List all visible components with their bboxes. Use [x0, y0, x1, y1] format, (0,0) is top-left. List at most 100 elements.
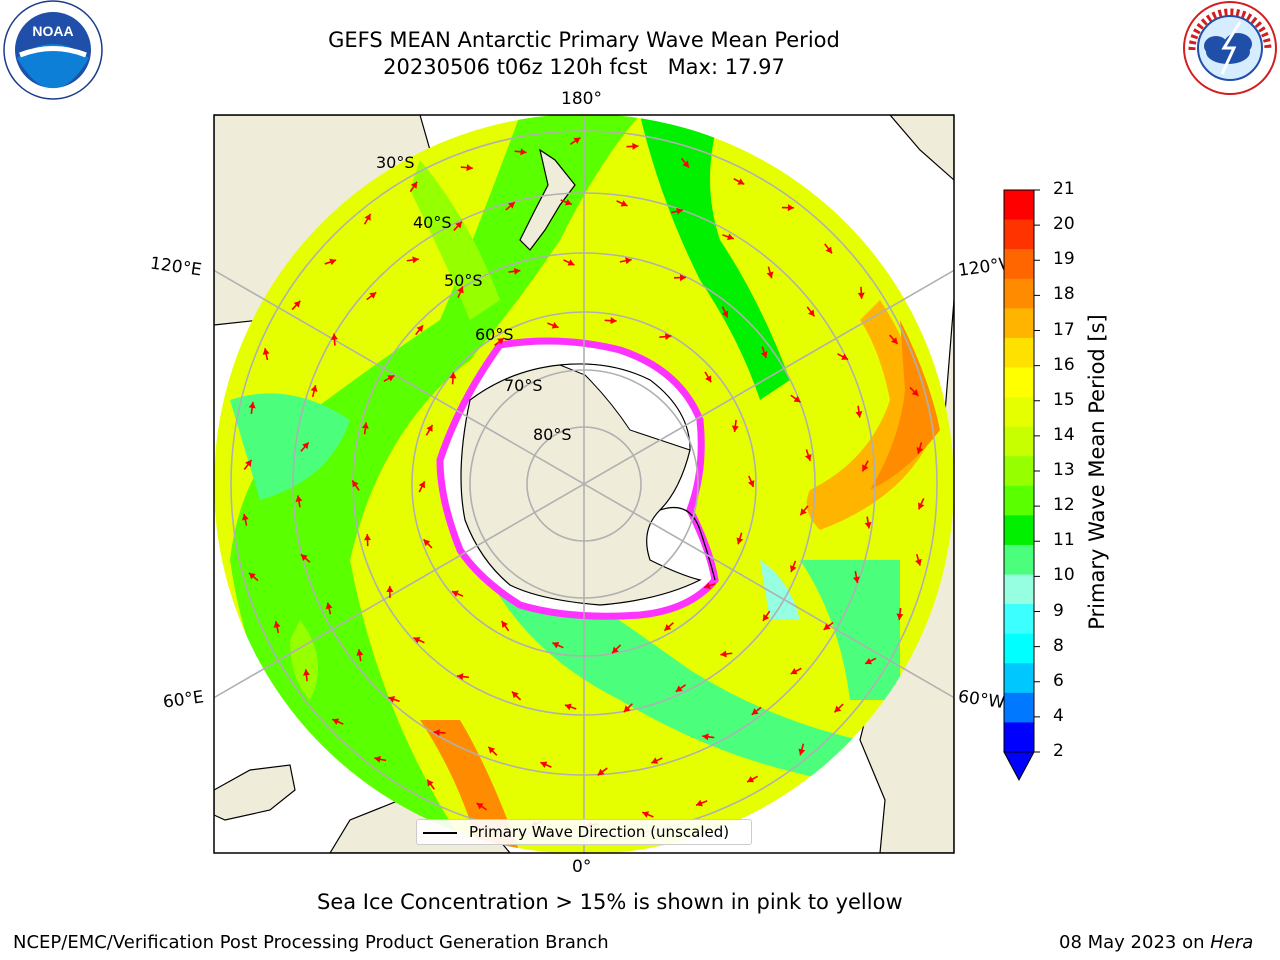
colorbar-tick-label: 18 — [1053, 284, 1075, 305]
vector-arrowhead — [418, 481, 426, 489]
vector-arrowhead — [293, 300, 301, 308]
vector-arrowhead — [573, 137, 581, 144]
colorbar-swatch — [1004, 633, 1034, 664]
longitude-line — [214, 269, 954, 699]
vector-arrowhead — [857, 292, 865, 299]
vector-arrowhead — [862, 464, 869, 472]
lat-label-80s: 80°S — [533, 425, 572, 444]
noaa-logo-text: NOAA — [32, 23, 73, 39]
noaa-logo-icon: NOAA — [3, 0, 103, 100]
vector-arrowhead — [804, 454, 812, 461]
vector-arrowhead — [501, 620, 508, 628]
vector-arrowhead — [676, 207, 683, 215]
lat-label-70s: 70°S — [504, 376, 543, 395]
vector-arrowhead — [702, 733, 709, 741]
vector-arrowhead — [911, 389, 919, 396]
vector-arrowhead — [747, 480, 755, 487]
colorbar — [1003, 189, 1040, 782]
vector-arrowhead — [852, 576, 860, 584]
vector-arrowhead — [696, 799, 703, 807]
colorbar-tick-label: 13 — [1053, 460, 1075, 480]
vector-arrowhead — [241, 513, 249, 521]
vector-arrowhead — [787, 204, 794, 212]
vector-arrowhead — [623, 705, 631, 713]
vector-arrowhead — [507, 202, 515, 209]
footer-date: 08 May 2023 on Hera — [1059, 932, 1253, 953]
vector-arrowhead — [245, 459, 252, 467]
vector-arrowhead — [455, 221, 462, 229]
vector-arrowhead — [262, 348, 270, 355]
vector-arrowhead — [664, 333, 672, 341]
vector-arrowhead — [808, 309, 815, 317]
vector-arrowhead — [386, 585, 394, 592]
vector-arrowhead — [864, 521, 872, 529]
vector-arrowhead — [364, 213, 371, 221]
colorbar-swatch — [1004, 190, 1034, 221]
antarctica-ice-shelf — [559, 363, 691, 451]
vector-arrowhead — [352, 480, 359, 488]
colorbar-tick-label: 2 — [1053, 741, 1064, 761]
colorbar-tick-label: 15 — [1053, 389, 1075, 410]
colorbar-swatch — [1004, 485, 1034, 516]
antarctica — [436, 337, 719, 620]
vector-arrowhead — [369, 292, 377, 299]
vector-arrowhead — [916, 447, 924, 454]
colorbar-tick-label: 11 — [1053, 530, 1075, 551]
colorbar-swatch — [1004, 219, 1034, 250]
vector-arrowhead — [451, 590, 459, 597]
new-zealand-landmass — [519, 148, 576, 251]
vector-arrowhead — [248, 401, 256, 409]
colorbar-swatch — [1004, 456, 1034, 487]
vector-arrowhead — [675, 685, 683, 692]
noaa-logo: NOAA — [0, 0, 105, 105]
vector-arrowhead — [520, 148, 527, 156]
vector-arrowhead — [457, 286, 464, 294]
madagascar-landmass — [214, 764, 296, 821]
vector-arrowhead — [760, 351, 768, 358]
vector-arrowhead — [456, 673, 464, 681]
national-weather-service-logo-icon — [1183, 1, 1277, 95]
map-legend: Primary Wave Direction (unscaled) — [416, 819, 752, 845]
colorbar-swatch — [1004, 367, 1034, 398]
colorbar-swatch — [1004, 249, 1034, 280]
vector-arrowhead — [476, 803, 484, 810]
vector-arrowhead — [273, 621, 281, 628]
vector-arrowhead — [766, 271, 774, 279]
vector-arrowhead — [410, 181, 418, 189]
vector-arrowhead — [332, 718, 340, 725]
vector-arrowhead — [488, 746, 496, 754]
lat-label-40s: 40°S — [413, 213, 452, 232]
vector-arrowhead — [597, 768, 605, 776]
vector-arrowhead — [632, 142, 639, 150]
colorbar-tick-label: 17 — [1053, 319, 1075, 340]
vector-arrowhead — [762, 614, 770, 621]
wave-direction-vectors — [241, 136, 925, 829]
nws-logo — [1178, 0, 1280, 100]
colorbar-tick-label: 12 — [1053, 495, 1075, 516]
colorbar-label: Primary Wave Mean Period [s] — [1085, 314, 1109, 630]
chart-subtitle: 20230506 t06z 120h fcst Max: 17.97 — [383, 55, 785, 79]
vector-arrowhead — [374, 755, 381, 763]
vector-arrowhead — [302, 669, 310, 676]
vector-arrowhead — [564, 198, 572, 206]
vector-arrowhead — [720, 650, 727, 658]
vector-arrowhead — [329, 258, 337, 266]
footer-host: Hera — [1210, 932, 1254, 953]
vector-arrowhead — [567, 259, 575, 266]
colorbar-swatch — [1004, 692, 1034, 723]
vector-arrowhead — [427, 779, 434, 787]
chart-title: GEFS MEAN Antarctic Primary Wave Mean Pe… — [328, 28, 840, 52]
vector-arrowhead — [790, 668, 798, 675]
vector-arrowhead — [513, 267, 521, 275]
vector-arrowhead — [798, 748, 806, 756]
legend-line-swatch — [423, 832, 457, 834]
vector-arrowhead — [664, 624, 672, 631]
vector-arrowhead — [540, 761, 548, 768]
vector-arrowhead — [466, 164, 473, 172]
colorbar-tick-label: 8 — [1053, 635, 1064, 656]
vector-arrowhead — [564, 703, 572, 711]
vector-arrowhead — [248, 572, 256, 580]
colorbar-extend-arrow — [1003, 751, 1035, 782]
vector-arrowhead — [363, 534, 371, 541]
